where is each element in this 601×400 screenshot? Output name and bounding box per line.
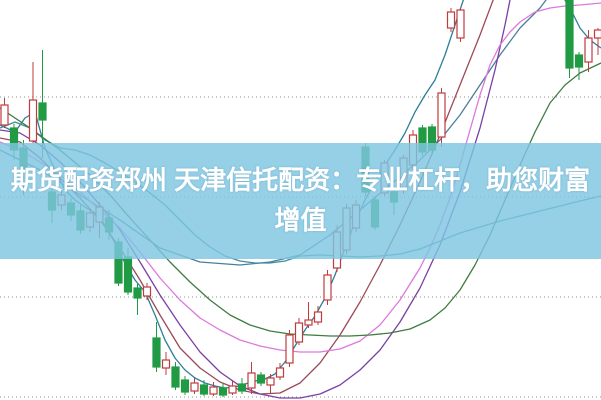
- candle-up: [584, 30, 593, 72]
- candle-up: [266, 374, 275, 393]
- candle-up: [294, 318, 304, 345]
- candle-down: [565, 0, 574, 78]
- candle-up: [593, 28, 601, 55]
- candle-up: [456, 8, 465, 42]
- ad-banner-line2: 富增值: [274, 165, 591, 235]
- candle-up: [304, 302, 313, 328]
- candle-up: [285, 330, 294, 367]
- candle-up: [142, 283, 152, 300]
- candle-up: [0, 98, 9, 128]
- candle-down: [218, 383, 228, 397]
- candle-up: [247, 362, 256, 394]
- candle-down: [38, 50, 47, 158]
- candle-down: [171, 362, 180, 390]
- ad-banner-line1: 期货配资郑州 天津信托配资：专业杠杆，助您财: [10, 165, 565, 195]
- candle-down: [256, 372, 266, 386]
- candle-down: [152, 322, 161, 372]
- candle-up: [275, 363, 285, 380]
- candle-up: [437, 88, 446, 147]
- candle-up: [209, 382, 218, 396]
- candle-down: [133, 284, 142, 315]
- candle-down: [199, 380, 209, 396]
- candle-up: [323, 270, 332, 305]
- candle-up: [28, 62, 38, 143]
- candle-down: [180, 376, 190, 395]
- ad-banner-text: 期货配资郑州 天津信托配资：专业杠杆，助您财富增值: [11, 143, 591, 240]
- candle-down: [574, 52, 584, 80]
- candle-up: [161, 352, 171, 375]
- candle-down: [237, 378, 247, 394]
- ad-banner[interactable]: 期货配资郑州 天津信托配资：专业杠杆，助您财富增值: [0, 143, 601, 259]
- candle-up: [446, 8, 456, 32]
- candle-up: [228, 380, 237, 395]
- candle-up: [190, 378, 199, 394]
- candle-up: [313, 306, 323, 325]
